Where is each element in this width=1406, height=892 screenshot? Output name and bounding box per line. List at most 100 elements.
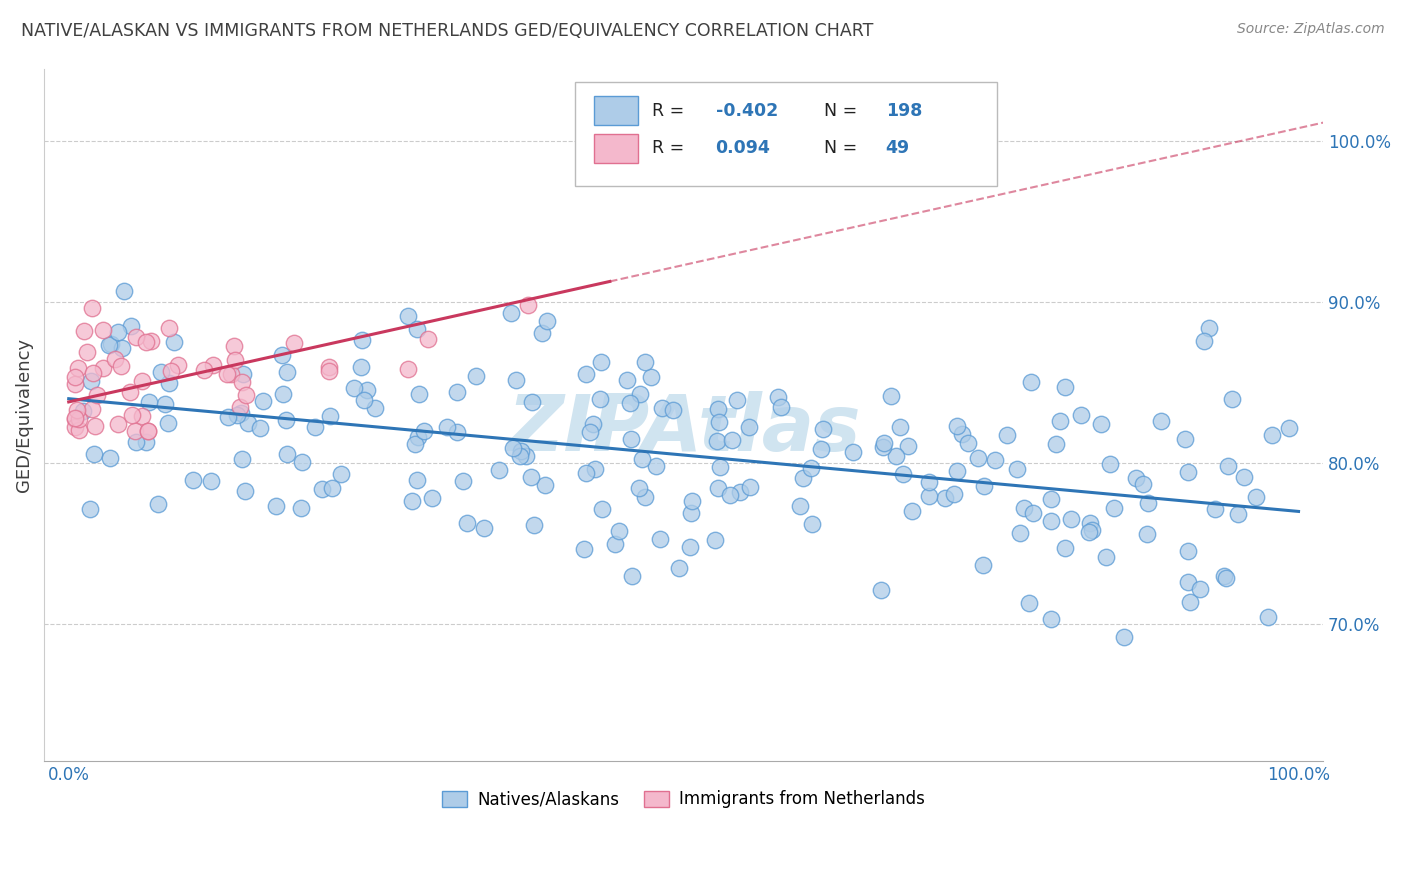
Point [668,561,690,575]
Point [98,451,121,466]
Point [505,373,527,387]
Point [792,471,814,485]
Point [678,541,700,555]
FancyBboxPatch shape [595,96,637,125]
Point [1102,500,1125,515]
Point [107,325,129,339]
Point [465,369,488,384]
Point [104,351,127,366]
Point [650,532,672,546]
Point [91,323,114,337]
Point [1081,523,1104,537]
Point [84,419,107,434]
Point [1125,471,1147,485]
Point [1188,582,1211,596]
Point [946,464,969,478]
Point [276,365,298,379]
Point [456,516,478,531]
Point [1261,428,1284,442]
Point [67,423,90,437]
Point [350,359,373,374]
Point [621,569,644,583]
Point [63,377,86,392]
Point [329,467,352,481]
Point [640,370,662,384]
Point [183,473,205,487]
Point [766,391,789,405]
Point [995,428,1018,442]
Point [897,440,920,454]
Point [681,494,703,508]
Point [318,364,340,378]
Point [231,376,253,390]
Point [943,487,966,501]
Point [918,475,941,489]
Point [136,424,159,438]
Point [131,409,153,423]
Point [156,416,179,430]
Point [200,474,222,488]
Point [591,501,613,516]
Point [628,386,651,401]
Point [870,583,893,598]
Point [356,383,378,397]
Point [589,392,612,406]
Point [1177,575,1199,590]
Point [412,424,434,438]
Point [488,463,510,477]
Point [276,446,298,460]
Point [575,368,598,382]
Point [738,419,761,434]
Point [1014,500,1036,515]
Point [1257,610,1279,624]
Point [79,501,101,516]
Point [404,437,426,451]
Point [884,449,907,463]
FancyBboxPatch shape [595,135,637,163]
Point [270,348,292,362]
Point [728,484,751,499]
Point [1078,516,1101,530]
Point [718,488,741,502]
Point [131,374,153,388]
Point [93,360,115,375]
Point [517,298,540,312]
Point [520,470,543,484]
Point [889,420,911,434]
Point [100,337,122,351]
Point [235,388,257,402]
Point [651,401,673,416]
Text: 0.094: 0.094 [716,139,770,157]
Point [82,401,104,416]
Point [1040,491,1063,506]
Point [159,363,181,377]
Text: N =: N = [824,139,863,157]
Point [616,373,638,387]
Point [83,447,105,461]
Point [620,432,643,446]
Point [1053,380,1076,394]
Point [1078,524,1101,539]
Point [350,333,373,347]
Point [264,499,287,513]
Point [1226,507,1249,521]
Point [579,425,602,440]
Point [740,480,762,494]
Point [112,285,135,299]
Point [1174,432,1197,446]
Point [842,445,865,459]
Point [800,461,823,475]
Point [80,374,103,388]
Point [283,335,305,350]
Point [1244,490,1267,504]
Point [408,387,430,401]
Point [232,367,254,381]
Point [1215,571,1237,585]
Point [396,362,419,376]
Point [86,387,108,401]
Point [956,435,979,450]
Point [704,533,727,548]
Point [82,366,104,380]
Point [163,334,186,349]
Point [274,413,297,427]
